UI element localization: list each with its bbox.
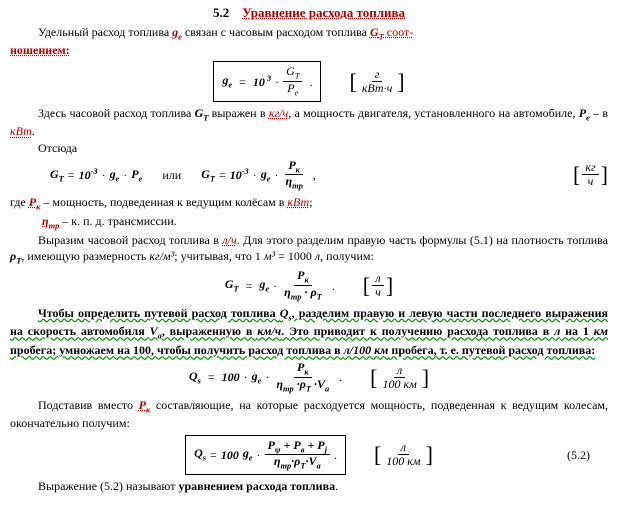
bold: уравнением расхода топлива (178, 479, 335, 493)
t: – в (590, 106, 608, 120)
l100: л/100 км (344, 343, 389, 357)
kvt: кВт (287, 195, 309, 209)
t: , получим: (320, 249, 374, 263)
formula-4-units: л 100 км (370, 363, 429, 393)
m3: м³ (264, 249, 275, 263)
para-1b: ношением: (10, 42, 608, 58)
t: пробега, т. е. путевой расход топлива: (388, 343, 595, 357)
formula-2a: GT = 10-3 · ge · Pe (50, 166, 142, 185)
section-number: 5.2 (213, 5, 229, 20)
t: на 1 (560, 324, 593, 338)
formula-1-units: г кВт·ч (349, 67, 404, 97)
lch: л/ч (222, 233, 236, 247)
kvt: кВт (10, 124, 32, 138)
eta-var: ηтр (42, 214, 59, 228)
eq-number: (5.2) (567, 447, 590, 463)
t: – к. п. д. трансмиссии. (59, 214, 176, 228)
t: Чтобы определить путевой расход топлива (38, 306, 280, 320)
para-7: Чтобы определить путевой расход топлива … (10, 305, 608, 359)
kgm3: кг/м³ (149, 249, 174, 263)
t: Выражение (5.2) называют (38, 479, 178, 493)
t: выражен в (208, 106, 268, 120)
GT-var: GT (370, 25, 384, 39)
formula-5-units: л 100 км (374, 440, 433, 470)
t: , имеющую размерность (21, 249, 149, 263)
km: км (594, 324, 608, 338)
t: , а мощность двигателя, установленного н… (288, 106, 579, 120)
Pk-var: Pк (29, 195, 41, 209)
t: Здесь часовой расход топлива (38, 106, 195, 120)
formula-3-units: л ч (363, 271, 393, 301)
formula-2b: GT = 10-3 · ge · Pк ηтр , (201, 159, 316, 191)
para-8: Подставив вместо Pк составляющие, на кот… (10, 397, 608, 432)
formula-4-eq: Qs = 100 · ge · Pк ηтр ·ρT ·Va . (189, 361, 342, 393)
t: . Для этого разделим правую часть формул… (237, 233, 608, 247)
t: связан с часовым расходом топлива (182, 25, 370, 39)
kmch: км/ч (257, 324, 281, 338)
t: , выраженную в (162, 324, 257, 338)
formula-5: Qs = 100 ge · Pψ + Pв + Pj ηтр·ρT·Va . л… (10, 435, 608, 475)
formula-3-eq: GT = ge · Pк ηтр · ρT . (225, 269, 335, 301)
section-title-text: Уравнение расхода топлива (242, 5, 405, 20)
t: ношением: (10, 43, 70, 57)
t: Удельный расход топлива (38, 25, 172, 39)
formula-2-units: кг ч (573, 160, 608, 190)
t: . Это приводит к получению расхода топли… (281, 324, 554, 338)
t: . (335, 479, 338, 493)
Pk-var: Pк (139, 398, 151, 412)
t: Выразим часовой расход топлива в (38, 233, 222, 247)
formula-2: GT = 10-3 · ge · Pe или GT = 10-3 · ge ·… (10, 159, 608, 191)
para-1: Удельный расход топлива ge связан с часо… (10, 24, 608, 43)
formula-4: Qs = 100 · ge · Pк ηтр ·ρT ·Va . л 100 к… (10, 361, 608, 393)
or: или (162, 167, 181, 183)
para-9: Выражение (5.2) называют уравнением расх… (10, 478, 608, 494)
t: пробега; умножаем на 100, чтобы получить… (10, 343, 344, 357)
Va-var: Va (150, 324, 162, 338)
t: . (32, 124, 35, 138)
t: – мощность, подведенная к ведущим колёса… (40, 195, 287, 209)
para-5: ηтр – к. п. д. трансмиссии. (10, 213, 608, 232)
section-title: 5.2 Уравнение расхода топлива (10, 4, 608, 22)
para-3: Отсюда (10, 140, 608, 156)
formula-3: GT = ge · Pк ηтр · ρT . л ч (10, 269, 608, 301)
t: = 1000 (275, 249, 315, 263)
Pe-var: Pe (579, 106, 590, 120)
t: Подставив вместо (38, 398, 139, 412)
formula-1-box: ge = 10 3 · GT Pe . (213, 61, 321, 101)
GT-var: GT (195, 106, 209, 120)
ge-var: ge (172, 25, 182, 39)
para-4: где Pк – мощность, подведенная к ведущим… (10, 194, 608, 213)
formula-5-box: Qs = 100 ge · Pψ + Pв + Pj ηтр·ρT·Va . (185, 435, 346, 475)
Qs-var: Qs (280, 306, 292, 320)
formula-1: ge = 10 3 · GT Pe . г кВт·ч (10, 61, 608, 101)
para-6: Выразим часовой расход топлива в л/ч. Дл… (10, 232, 608, 267)
para-2: Здесь часовой расход топлива GT выражен … (10, 105, 608, 140)
t: соот- (384, 25, 413, 39)
t: ; учитывая, что 1 (174, 249, 264, 263)
t: ; (309, 195, 312, 209)
kgch: кг/ч (269, 106, 288, 120)
t: где (10, 195, 29, 209)
rho-var: ρT (10, 249, 21, 263)
